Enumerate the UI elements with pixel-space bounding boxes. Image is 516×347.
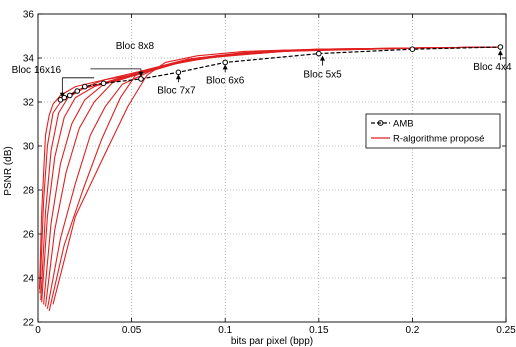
x-axis-label: bits par pixel (bpp) bbox=[231, 336, 313, 347]
amb-point bbox=[409, 46, 416, 53]
axis-ticks: 0 0.05 0.1 0.15 0.2 0.25 22 24 26 28 30 32 34 36 bbox=[23, 10, 516, 337]
amb-point bbox=[222, 59, 228, 66]
chart-series bbox=[38, 44, 504, 312]
amb-point bbox=[138, 76, 144, 82]
x-tick-label: 0.2 bbox=[405, 325, 419, 336]
x-tick-label: 0.1 bbox=[218, 325, 232, 336]
amb-point bbox=[82, 83, 88, 90]
annotation-arrowhead bbox=[320, 55, 326, 61]
y-tick-label: 24 bbox=[23, 274, 35, 285]
x-tick-label: 0.15 bbox=[309, 325, 329, 336]
amb-point bbox=[100, 80, 107, 87]
y-tick-label: 32 bbox=[23, 98, 35, 109]
r-algorithm-curve bbox=[44, 46, 501, 307]
annotation-label: Bloc 7x7 bbox=[157, 85, 196, 96]
r-algorithm-curve bbox=[48, 46, 501, 312]
annotation-label: Bloc 8x8 bbox=[116, 41, 155, 52]
amb-point bbox=[316, 50, 322, 57]
x-tick-label: 0.05 bbox=[122, 325, 142, 336]
annotation-arrowhead bbox=[222, 64, 228, 70]
amb-point bbox=[67, 92, 73, 99]
annotation-arrowhead bbox=[497, 50, 503, 56]
annotation-label: Bloc 6x6 bbox=[206, 75, 245, 86]
annotation-label: Bloc 16x16 bbox=[12, 65, 62, 76]
annotation-label: Bloc 4x4 bbox=[473, 62, 512, 73]
y-tick-label: 26 bbox=[23, 230, 35, 241]
annotation-arrowhead bbox=[59, 92, 65, 98]
annotation-arrowhead bbox=[138, 71, 144, 77]
legend-r-label: R-algorithme proposé bbox=[393, 134, 484, 145]
plot-border bbox=[37, 13, 507, 323]
r-algorithm-curve bbox=[43, 46, 501, 305]
y-tick-label: 36 bbox=[23, 10, 35, 21]
r-algorithm-curve bbox=[46, 46, 501, 309]
y-tick-label: 30 bbox=[23, 142, 35, 153]
amb-point bbox=[61, 94, 68, 101]
grid-lines bbox=[38, 14, 506, 322]
annotation-label: Bloc 5x5 bbox=[303, 70, 342, 81]
x-tick-label: 0 bbox=[35, 325, 41, 336]
plot-frame bbox=[37, 13, 507, 323]
legend-amb-label: AMB bbox=[393, 119, 414, 130]
amb-point bbox=[175, 69, 182, 76]
annotations: Bloc 16x16 Bloc 8x8 Bloc 7x7 Bloc 6x6 Bloc 5… bbox=[12, 41, 512, 98]
r-algorithm-curve bbox=[52, 46, 501, 305]
legend-amb-marker bbox=[377, 120, 384, 126]
amb-point bbox=[74, 88, 81, 94]
r-algorithm-curve bbox=[39, 46, 501, 294]
amb-point bbox=[497, 44, 504, 50]
legend-box bbox=[365, 113, 501, 149]
y-tick-label: 28 bbox=[23, 186, 35, 197]
legend: AMB R-algorithme proposé bbox=[365, 113, 501, 149]
y-axis-label: PSNR (dB) bbox=[3, 146, 14, 195]
annotation-arrowhead bbox=[175, 74, 181, 80]
y-tick-label: 34 bbox=[23, 54, 35, 65]
amb-curve bbox=[60, 46, 501, 101]
y-tick-label: 22 bbox=[23, 318, 35, 329]
x-tick-label: 0.25 bbox=[496, 325, 516, 336]
